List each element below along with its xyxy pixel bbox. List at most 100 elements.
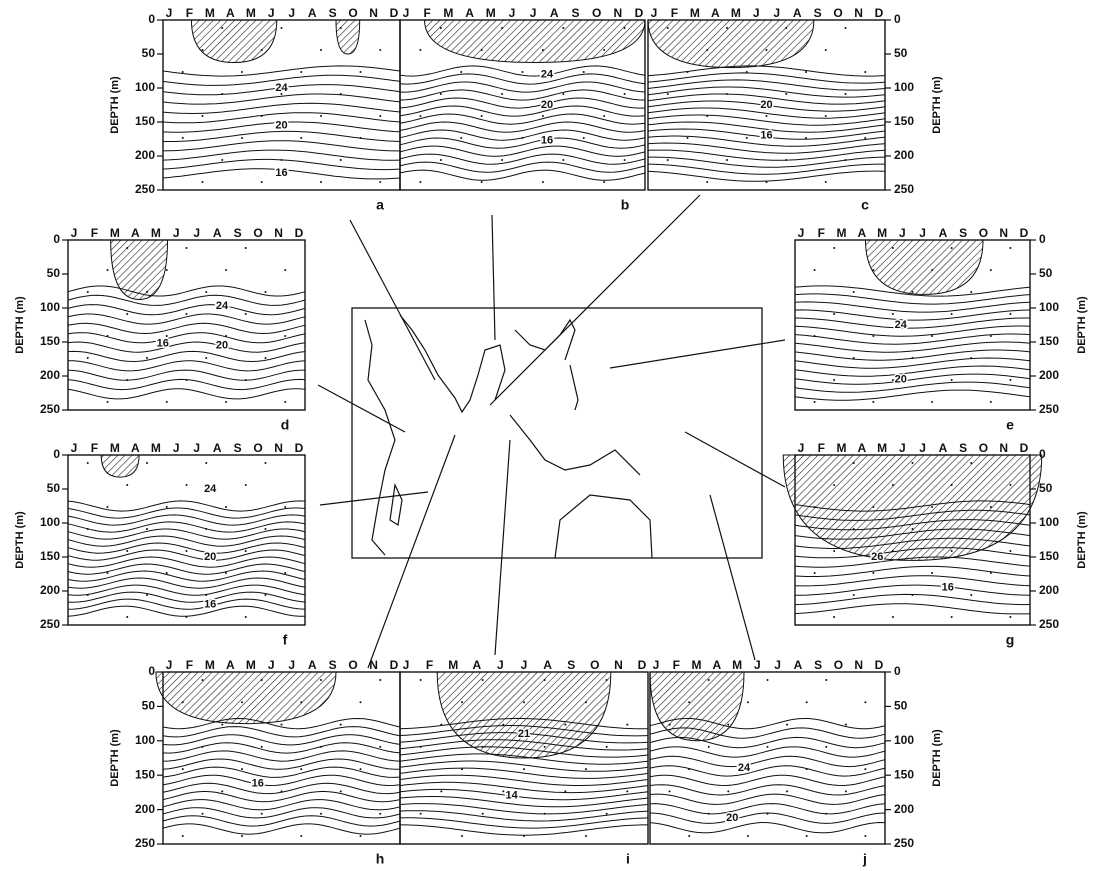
data-dot [245, 247, 247, 249]
month-label: S [567, 658, 575, 672]
panel-letter: d [281, 417, 290, 433]
data-dot [501, 159, 503, 161]
month-label: O [253, 441, 262, 455]
data-dot [501, 93, 503, 95]
data-dot [245, 550, 247, 552]
data-dot [562, 27, 564, 29]
data-dot [107, 269, 109, 271]
data-dot [951, 247, 953, 249]
panel: JFMAMJJASOND050100150200250DEPTH (m)2420… [650, 658, 943, 867]
data-dot [669, 724, 671, 726]
data-dot [126, 550, 128, 552]
data-dot [706, 49, 708, 51]
month-label: J [651, 6, 658, 20]
data-dot [951, 484, 953, 486]
contour-line [68, 342, 305, 352]
contour-line [68, 323, 305, 333]
data-dot [688, 701, 690, 703]
data-dot [523, 768, 525, 770]
data-dot [767, 813, 769, 815]
data-dot [419, 181, 421, 183]
data-dot [833, 313, 835, 315]
depth-tick-label: 200 [1039, 583, 1059, 597]
data-dot [585, 768, 587, 770]
data-dot [320, 679, 322, 681]
contour-line [68, 389, 305, 399]
data-dot [1009, 313, 1011, 315]
data-dot [126, 379, 128, 381]
month-label: A [472, 658, 481, 672]
month-label: F [424, 6, 431, 20]
data-dot [502, 790, 504, 792]
depth-tick-label: 50 [142, 46, 156, 60]
data-dot [970, 462, 972, 464]
data-dot [261, 49, 263, 51]
month-label: M [448, 658, 458, 672]
month-label: S [329, 658, 337, 672]
data-dot [688, 835, 690, 837]
contour-line [400, 797, 648, 807]
data-dot [241, 768, 243, 770]
hatched-region [336, 20, 360, 54]
month-label: M [205, 6, 215, 20]
depth-tick-label: 0 [1039, 232, 1046, 246]
data-dot [542, 49, 544, 51]
data-dot [872, 269, 874, 271]
depth-tick-label: 250 [894, 836, 914, 850]
data-dot [892, 616, 894, 618]
month-label: M [246, 658, 256, 672]
data-dot [87, 594, 89, 596]
data-dot [281, 27, 283, 29]
month-label: N [613, 6, 622, 20]
depth-tick-label: 100 [894, 733, 914, 747]
depth-axis-title: DEPTH (m) [931, 76, 943, 134]
data-dot [872, 335, 874, 337]
contour-label: 16 [275, 167, 287, 179]
month-label: M [837, 441, 847, 455]
depth-tick-label: 50 [47, 266, 61, 280]
data-dot [225, 506, 227, 508]
data-dot [300, 835, 302, 837]
depth-tick-label: 150 [40, 334, 60, 348]
month-label: A [465, 6, 474, 20]
depth-tick-label: 50 [47, 481, 61, 495]
data-dot [785, 159, 787, 161]
data-dot [126, 484, 128, 486]
month-label: M [151, 441, 161, 455]
data-dot [814, 335, 816, 337]
data-dot [864, 137, 866, 139]
data-dot [522, 71, 524, 73]
contour-line [650, 823, 885, 833]
data-dot [126, 247, 128, 249]
data-dot [667, 93, 669, 95]
contour-line [650, 756, 885, 766]
data-dot [562, 159, 564, 161]
data-dot [747, 835, 749, 837]
data-dot [265, 291, 267, 293]
month-label: F [673, 658, 680, 672]
hatched-region [101, 455, 139, 477]
data-dot [107, 572, 109, 574]
month-label: N [369, 658, 378, 672]
month-label: D [1020, 441, 1029, 455]
month-label: M [486, 6, 496, 20]
data-dot [912, 291, 914, 293]
data-dot [564, 790, 566, 792]
month-label: O [253, 226, 262, 240]
data-dot [245, 484, 247, 486]
month-label: M [837, 226, 847, 240]
month-label: J [166, 6, 173, 20]
data-dot [440, 27, 442, 29]
data-dot [785, 27, 787, 29]
data-dot [265, 528, 267, 530]
data-dot [806, 701, 808, 703]
month-label: F [91, 441, 98, 455]
contour-label: 24 [204, 483, 217, 495]
depth-tick-label: 0 [894, 12, 901, 26]
data-dot [892, 313, 894, 315]
data-dot [583, 137, 585, 139]
data-dot [360, 768, 362, 770]
contour-label: 20 [760, 99, 772, 111]
data-dot [708, 746, 710, 748]
